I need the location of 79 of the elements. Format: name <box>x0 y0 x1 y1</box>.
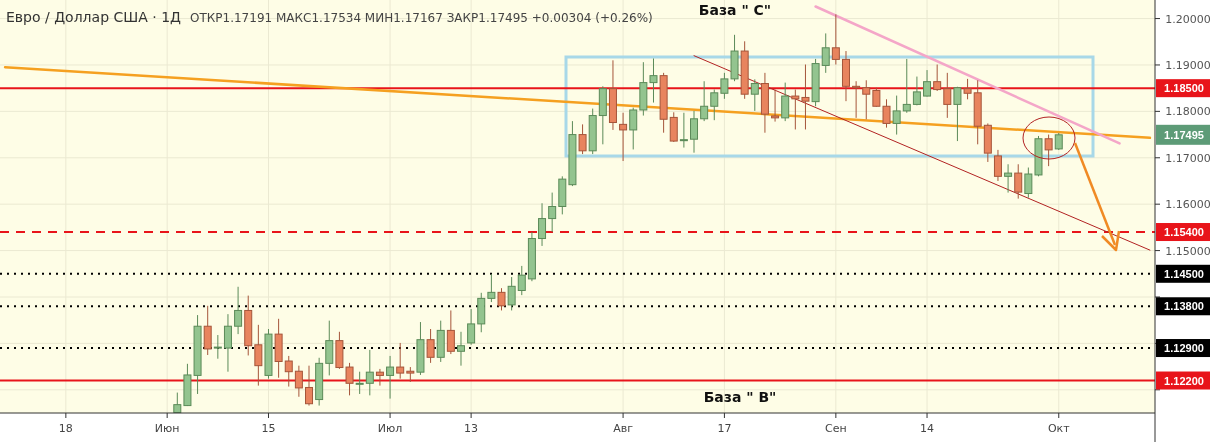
candlestick <box>781 82 790 122</box>
candlestick <box>396 342 405 380</box>
text: 1.17495 <box>1164 128 1204 141</box>
candlestick <box>892 95 901 136</box>
text: Евро / Доллар США · 1Д <box>6 9 182 25</box>
ref-line-label: 1.12200 <box>1164 374 1204 387</box>
candlestick <box>801 64 810 130</box>
candlestick <box>923 69 932 98</box>
x-tick-label: Июн <box>154 422 180 435</box>
candlestick <box>203 305 212 356</box>
x-tick-label: 13 <box>464 422 479 435</box>
candlestick <box>386 355 395 400</box>
candlestick <box>284 355 293 388</box>
candlestick <box>507 276 516 311</box>
candlestick <box>619 112 628 162</box>
candlestick <box>700 80 709 122</box>
candlestick <box>325 320 334 376</box>
candlestick <box>1004 163 1013 194</box>
candlestick <box>487 273 496 303</box>
candlestick <box>902 58 911 114</box>
y-tick-label: 1.17000 <box>1165 151 1211 165</box>
candlestick <box>294 365 303 398</box>
candlestick <box>254 324 263 387</box>
x-tick-label: Авг <box>613 422 634 435</box>
candlestick <box>446 309 455 355</box>
candlestick <box>517 265 526 296</box>
y-tick-label: 1.20000 <box>1165 12 1211 26</box>
candlestick <box>710 89 719 121</box>
candlestick <box>963 78 972 100</box>
x-tick-label: 15 <box>261 422 276 435</box>
candlestick <box>355 371 364 395</box>
candlestick <box>1014 163 1023 200</box>
candlestick <box>234 286 243 335</box>
candlestick <box>223 313 232 373</box>
y-tick-label: 1.18000 <box>1165 105 1211 119</box>
y-tick-label: 1.15000 <box>1165 244 1211 258</box>
candlestick <box>467 308 476 346</box>
ref-line-label: 1.15400 <box>1164 226 1204 239</box>
candlestick <box>679 112 688 149</box>
candlestick <box>831 13 840 65</box>
candlestick <box>1044 134 1053 167</box>
x-tick-label: 18 <box>58 422 73 435</box>
candlestick <box>538 202 547 247</box>
candlestick <box>375 368 384 387</box>
candlestick <box>629 107 638 150</box>
text: ОТКР1.17191 МАКС1.17534 МИН1.17167 ЗАКР1.17495 +0.00304 (+0.26%) <box>190 11 653 25</box>
candlestick <box>791 89 800 130</box>
ref-line-label: 1.12900 <box>1164 342 1204 355</box>
candlestick <box>578 123 587 155</box>
candlestick <box>943 72 952 119</box>
candlestick <box>771 89 780 123</box>
x-tick-label: Сен <box>825 422 847 435</box>
ref-line-label: 1.13800 <box>1164 300 1204 313</box>
x-tick-label: Окт <box>1047 422 1071 435</box>
candlestick <box>426 328 435 364</box>
x-tick-label: Июл <box>377 422 403 435</box>
annotation: База " С" <box>698 2 772 18</box>
annotation: База " В" <box>703 389 777 405</box>
y-tick-label: 1.16000 <box>1165 198 1211 212</box>
candlestick <box>456 331 465 367</box>
candlestick <box>690 110 699 154</box>
x-tick-label: 14 <box>920 422 935 435</box>
candlestick <box>305 365 314 407</box>
candlestick <box>497 287 506 311</box>
x-tick-label: 17 <box>717 422 732 435</box>
candlestick <box>365 349 374 396</box>
candlestick <box>912 76 921 106</box>
candlestick <box>669 111 678 143</box>
candlestick <box>548 192 557 233</box>
candlestick <box>862 79 871 120</box>
y-tick-label: 1.19000 <box>1165 58 1211 72</box>
ref-line-label: 1.18500 <box>1164 82 1204 95</box>
candlestick <box>993 149 1002 182</box>
candlestick <box>213 334 222 360</box>
candlestick <box>933 64 942 92</box>
candlestick <box>750 78 759 112</box>
candlestick <box>821 32 830 74</box>
candlestick <box>953 86 962 142</box>
ref-line-label: 1.14500 <box>1164 267 1204 280</box>
